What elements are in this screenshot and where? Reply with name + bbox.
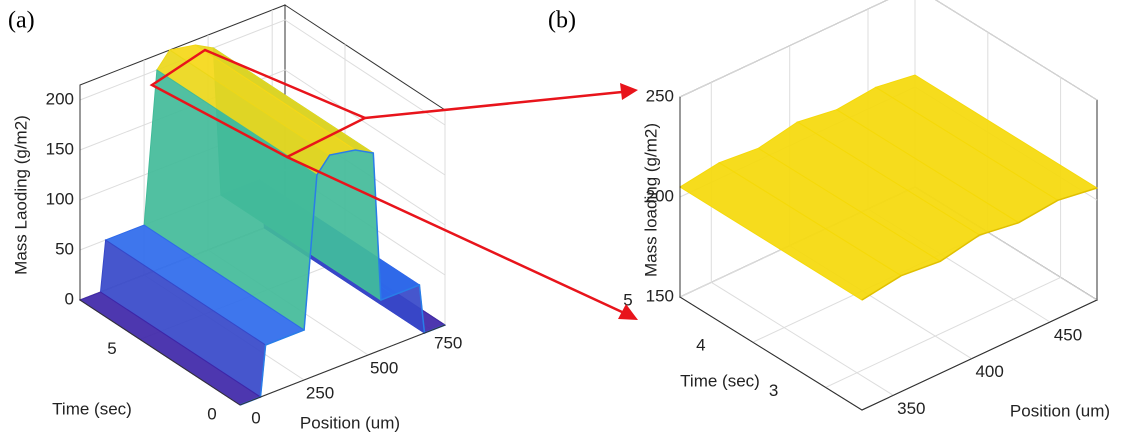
x-axis-label: Position (um) — [1010, 401, 1110, 420]
y-tick-label: 3 — [769, 381, 778, 400]
z-tick-label: 250 — [646, 86, 674, 105]
surface-edge — [861, 187, 1098, 301]
panel-label: (b) — [548, 8, 576, 34]
x-tick-label: 400 — [975, 362, 1003, 381]
x-tick-label: 500 — [370, 358, 398, 377]
z-tick-label: 200 — [46, 89, 74, 108]
surface-edge — [239, 149, 446, 406]
x-axis-label: Position (um) — [300, 413, 400, 432]
z-tick-label: 100 — [46, 189, 74, 208]
grid-line — [825, 77, 1062, 388]
z-tick-label: 200 — [646, 186, 674, 205]
y-axis-label: Time (sec) — [680, 371, 760, 390]
z-tick-label: 50 — [55, 239, 74, 258]
y-axis-label: Time (sec) — [52, 399, 132, 418]
surface — [78, 44, 447, 406]
zoom-annotation — [149, 48, 638, 320]
grid-line — [79, 69, 446, 176]
axis-edge — [79, 85, 446, 406]
y-tick-label: 5 — [107, 339, 116, 358]
x-tick-label: 450 — [1054, 325, 1082, 344]
x-tick-label: 250 — [306, 383, 334, 402]
z-tick-label: 150 — [646, 286, 674, 305]
axis-edge — [679, 97, 1098, 411]
grid-line — [679, 0, 1098, 101]
z-tick-label: 150 — [46, 139, 74, 158]
x-tick-label: 0 — [251, 408, 260, 427]
z-tick-label: 0 — [65, 289, 74, 308]
z-axis-label: Mass Laoding (g/m2) — [11, 115, 30, 275]
surface — [679, 74, 1099, 411]
x-tick-label: 750 — [434, 333, 462, 352]
grid-line — [79, 19, 446, 126]
z-axis-label: Mass loading (g/m2) — [641, 123, 660, 277]
x-tick-label: 350 — [897, 399, 925, 418]
y-tick-label: 0 — [207, 404, 216, 423]
y-tick-label: 5 — [623, 290, 632, 309]
y-tick-label: 4 — [696, 336, 705, 355]
panel-label: (a) — [8, 8, 35, 34]
